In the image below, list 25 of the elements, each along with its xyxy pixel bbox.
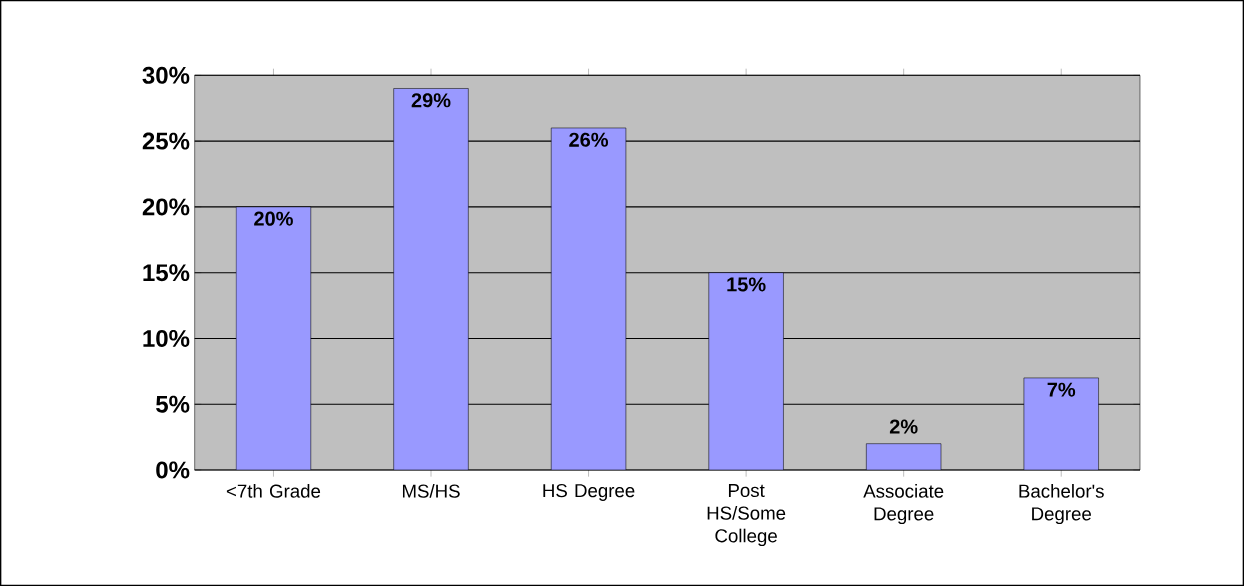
x-tick-label: Bachelor's Degree: [1019, 484, 1104, 525]
bar: [1023, 377, 1099, 470]
bar: [550, 127, 627, 470]
x-tick-label: Associate Degree: [863, 484, 944, 525]
y-tick-label: 15%: [143, 264, 190, 282]
y-tick-label: 0%: [156, 461, 190, 479]
bar: [393, 88, 469, 470]
data-label: 26%: [569, 132, 609, 147]
bar: [235, 206, 312, 470]
x-tick-label: Post HS/Some College: [707, 484, 786, 547]
y-tick-label: 5%: [156, 395, 190, 413]
x-tick-label: <7th Grade: [226, 484, 321, 498]
bar: [708, 272, 784, 470]
data-label: 29%: [411, 93, 451, 108]
y-tick-label: 10%: [143, 329, 190, 347]
y-tick-label: 20%: [142, 198, 190, 216]
y-tick-label: 30%: [142, 66, 190, 84]
y-tick-label: 25%: [142, 132, 190, 150]
x-tick-label: MS/HS: [402, 484, 460, 498]
data-label: 2%: [889, 419, 918, 434]
data-label: 20%: [254, 211, 293, 226]
data-label: 7%: [1047, 382, 1076, 397]
bar: [866, 443, 942, 470]
x-tick-label: HS Degree: [543, 484, 635, 501]
data-label: 15%: [727, 277, 766, 292]
